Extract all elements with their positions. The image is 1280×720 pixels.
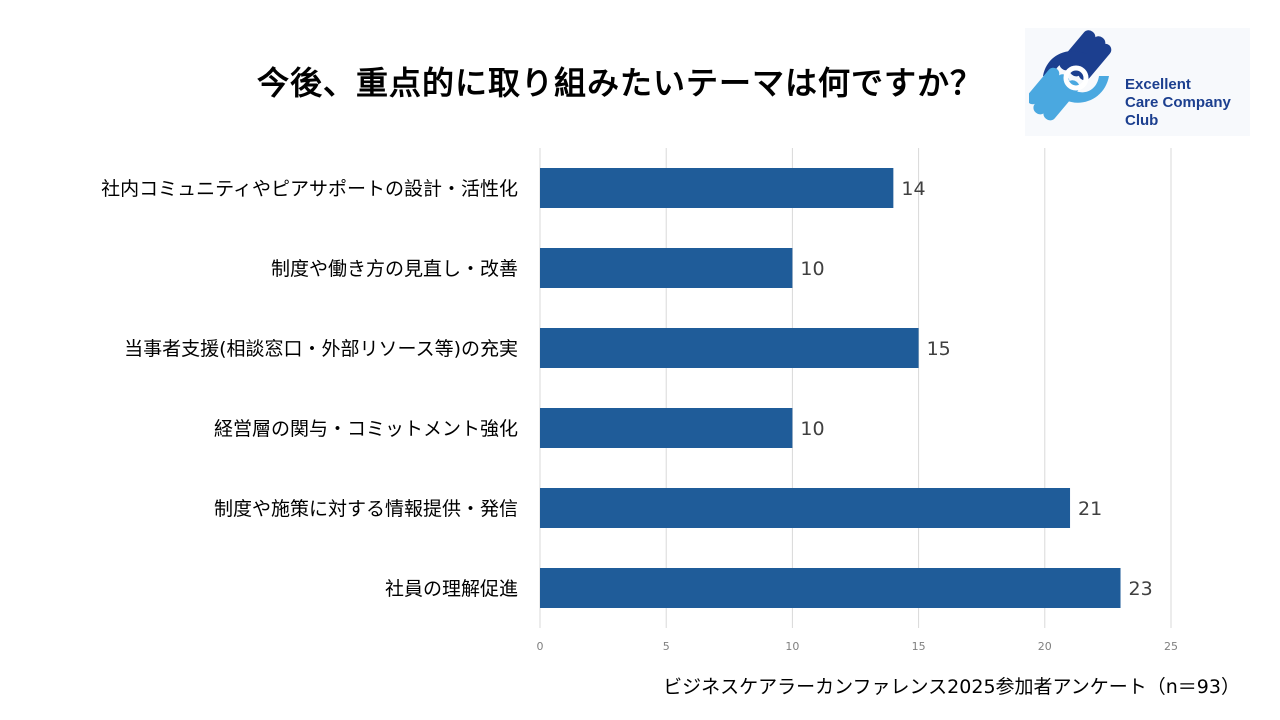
x-tick-label: 10 [785,640,799,653]
bar [540,488,1071,528]
x-tick-label: 5 [663,640,670,653]
source-note: ビジネスケアラーカンファレンス2025参加者アンケート（n＝93） [663,676,1240,698]
x-tick-label: 25 [1164,640,1178,653]
data-label: 10 [800,258,824,280]
data-label: 23 [1129,578,1153,600]
bar [540,248,793,288]
logo-line-3: Club [1125,112,1159,129]
x-tick-label: 0 [537,640,544,653]
bar [540,568,1121,608]
x-tick-label: 15 [912,640,926,653]
logo-line-1: Excellent [1125,76,1191,93]
logo-line-2: Care Company [1125,94,1231,111]
data-label: 10 [800,418,824,440]
bar [540,328,919,368]
category-label: 当事者支援(相談窓口・外部リソース等)の充実 [124,338,518,360]
data-label: 15 [927,338,951,360]
data-label: 14 [901,178,925,200]
data-label: 21 [1078,498,1102,520]
category-label: 経営層の関与・コミットメント強化 [214,418,518,440]
category-label: 社員の理解促進 [385,578,518,600]
category-label: 制度や働き方の見直し・改善 [271,258,518,280]
logo-text: Excellent Care Company Club [1125,76,1231,130]
category-label: 社内コミュニティやピアサポートの設計・活性化 [101,178,518,200]
ecc-logo: Excellent Care Company Club [1025,28,1250,136]
chart-title: 今後、重点的に取り組みたいテーマは何ですか？ [256,64,983,102]
bar [540,408,793,448]
category-label: 制度や施策に対する情報提供・発信 [214,498,518,520]
hands-logo-icon [1029,30,1112,121]
bar [540,168,894,208]
x-tick-label: 20 [1038,640,1052,653]
